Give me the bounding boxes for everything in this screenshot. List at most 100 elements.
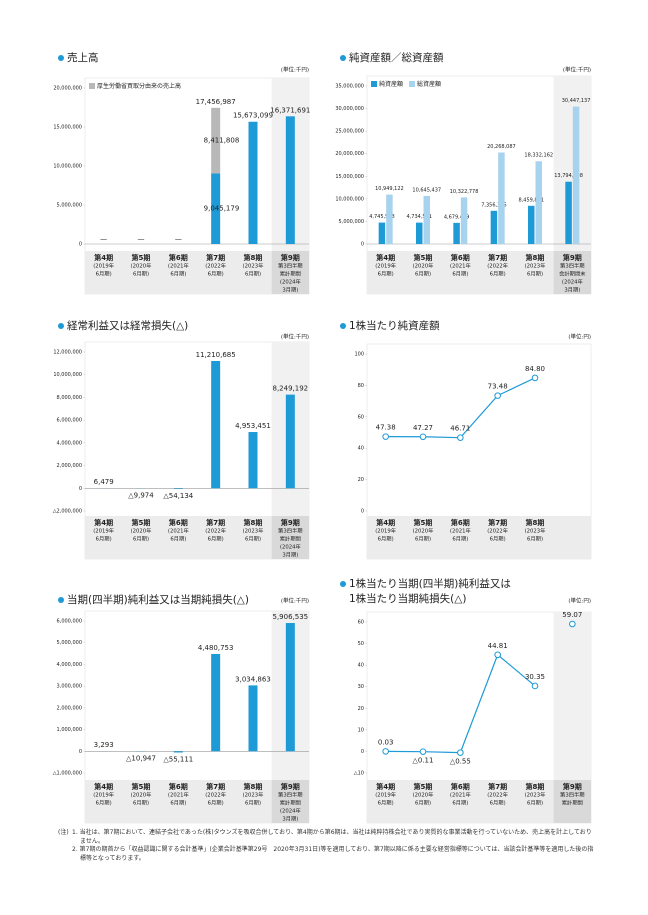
bar [173,488,183,489]
x-tick-label: 会計期間末 [559,270,586,278]
y-tick-label: 10 [358,727,364,733]
bar [285,623,295,752]
value-label: 73.48 [488,383,508,391]
value-label: 10,645,437 [412,187,441,193]
x-tick-label: (2019年 [375,527,397,535]
y-tick-label: 60 [358,620,364,626]
x-tick-label: 第6期 [168,518,188,527]
value-label: 4,745,508 [369,214,394,220]
chart-title: 1株当たり当期純損失(△) [349,592,466,605]
marker [494,392,501,399]
x-tick-label: (2020年 [131,791,153,799]
y-tick-label: 8,000,000 [57,395,82,401]
y-tick-label: 0 [361,242,364,248]
bar [498,152,505,244]
x-tick-label: 6月期) [378,800,394,807]
y-tick-label: 0 [361,509,364,515]
bar [248,121,258,244]
x-tick-label: (2021年 [450,262,472,270]
x-tick-label: 第9期 [280,782,300,791]
value-label: △0.11 [413,757,434,765]
title-marker [340,55,346,61]
value-label: 18,332,162 [524,153,553,159]
y-tick-label: 10,000,000 [53,164,82,170]
y-tick-label: 30,000,000 [335,106,364,112]
y-tick-label: 4,000,000 [57,440,82,446]
x-tick-label: (2020年 [131,262,153,270]
legend-label: 総資産額 [417,80,441,88]
x-tick-label: (2021年 [450,527,472,535]
value-label: 47.38 [376,424,396,432]
bar [565,181,572,244]
bar [173,751,183,753]
value-label: 84.80 [525,365,545,373]
bar [285,116,295,244]
x-tick-label: (2021年 [168,262,190,270]
x-tick-label: 第5期 [413,518,433,527]
x-tick-label: 6月期) [527,800,543,807]
x-tick-label: 6月期) [170,536,186,543]
x-tick-label: 6月期) [96,536,112,543]
chart-title: 1株当たり当期(四半期)純利益又は [349,577,511,590]
x-tick-label: (2024年 [562,278,584,286]
x-tick-label: 第3四半期 [560,791,585,799]
x-tick-label: 第6期 [450,253,470,262]
value-label: 4,480,753 [198,644,234,652]
x-tick-label: 6月期) [96,271,112,278]
y-tick-label: 80 [358,383,364,389]
x-tick-label: (2019年 [93,262,115,270]
x-tick-label: (2019年 [93,527,115,535]
bar [528,205,535,244]
chart-title: 経常利益又は経常損失(△) [67,319,188,332]
legend-swatch [89,83,95,89]
note: 1. 当社は、第7期において、連結子会社であった(株)タウンズを吸収合併しており… [72,829,592,845]
x-tick-label: (2022年 [205,527,227,535]
y-tick-label: 10,000,000 [53,372,82,378]
x-tick-label: (2024年 [280,543,302,551]
x-tick-label: (2023年 [525,262,547,270]
y-tick-label: 5,000,000 [339,219,364,225]
x-tick-label: 6月期) [245,800,261,807]
x-tick-label: 第7期 [205,518,225,527]
title-marker [340,323,346,329]
x-tick-label: 累計期間 [280,535,301,543]
x-tick-label: 3月期) [282,552,298,559]
x-tick-label: 6月期) [208,271,224,278]
x-tick-label: 6月期) [170,271,186,278]
bar [416,222,423,244]
x-tick-label: 第8期 [243,253,263,262]
x-tick-label: 累計期間 [280,270,301,278]
y-tick-label: △10 [354,771,364,777]
legend-swatch [409,81,416,87]
marker [531,374,539,382]
value-label: 3,034,863 [235,675,271,683]
unit-label: (単位:千円) [281,333,309,341]
x-tick-label: 第4期 [93,782,113,791]
y-tick-label: 100 [354,352,364,358]
bar [211,173,221,244]
x-tick-label: 第7期 [487,782,507,791]
bar [248,685,258,752]
x-tick-label: 6月期) [415,800,431,807]
x-tick-label: 6月期) [415,536,431,543]
value-label: △9,974 [128,491,154,499]
title-marker [58,323,64,329]
bar [211,653,221,752]
y-tick-label: 40 [358,446,364,452]
x-tick-label: (2023年 [243,262,265,270]
marker [569,620,576,628]
x-tick-label: 6月期) [490,271,506,278]
note: 2. 第7期の期首から「収益認識に関する会計基準」(企業会計基準第29号 202… [72,846,594,862]
x-tick-label: 6月期) [490,536,506,543]
value-label: 7,356,305 [481,202,506,208]
y-tick-label: 40 [358,663,364,669]
x-tick-label: 6月期) [378,536,394,543]
x-tick-label: (2022年 [205,262,227,270]
bar [490,210,498,244]
value-label: 30,447,137 [562,98,591,104]
bar [423,195,430,244]
value-label: 44.81 [488,642,508,650]
